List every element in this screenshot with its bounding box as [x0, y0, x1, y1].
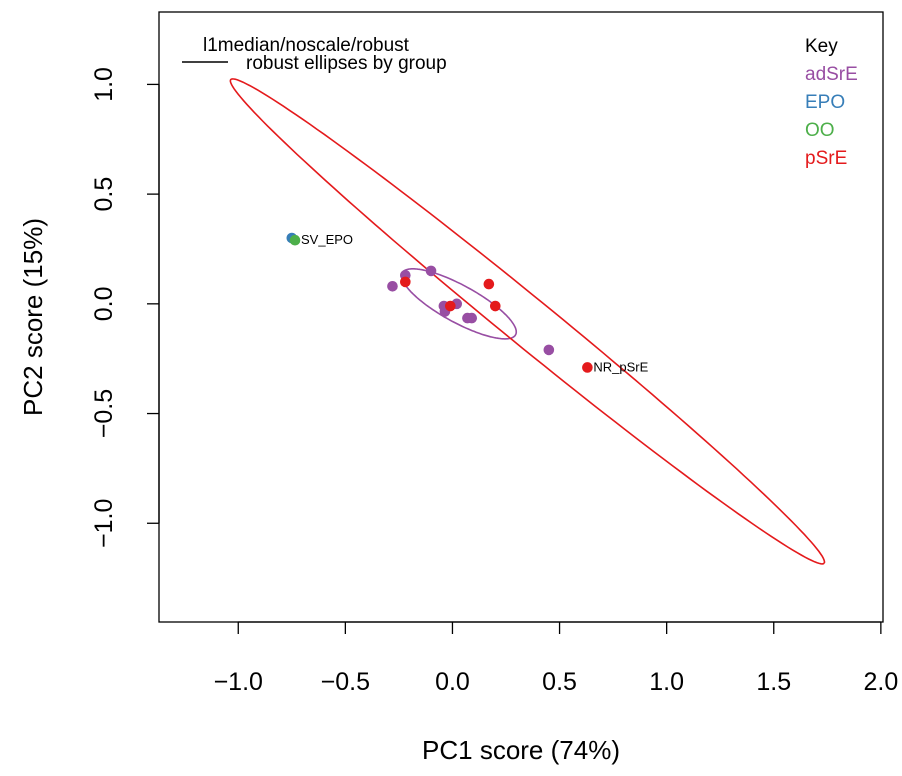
legend-entry-adsre: adSrE — [805, 64, 858, 85]
point-psre — [489, 300, 501, 312]
x-tick-label: −0.5 — [321, 668, 370, 696]
x-axis-title: PC1 score (74%) — [422, 735, 620, 765]
y-tick-label: −1.0 — [90, 499, 118, 548]
point-adsre — [466, 312, 478, 324]
point-label-nr-psre: NR_pSrE — [593, 359, 648, 374]
x-tick-label: 2.0 — [863, 668, 898, 696]
ellipses-layer — [229, 78, 826, 565]
point-labels-layer: SV_EPO NR_pSrE — [301, 232, 649, 374]
point-adsre — [543, 344, 555, 356]
method-annotation-line2: robust ellipses by group — [246, 53, 447, 74]
y-axis: −1.0 −0.5 0.0 0.5 1.0 — [90, 67, 160, 548]
point-oo — [289, 234, 301, 246]
y-tick-label: −0.5 — [90, 389, 118, 438]
point-adsre — [425, 265, 437, 277]
legend-entries: adSrE EPO OO pSrE — [805, 64, 858, 169]
x-axis: −1.0 −0.5 0.0 0.5 1.0 1.5 2.0 — [214, 621, 898, 696]
legend-entry-epo: EPO — [805, 92, 845, 113]
point-psre — [400, 276, 411, 288]
x-tick-label: 1.5 — [756, 668, 791, 696]
point-label-sv-epo: SV_EPO — [301, 232, 353, 247]
y-tick-label: 1.0 — [90, 67, 118, 102]
x-tick-label: 1.0 — [649, 668, 684, 696]
y-tick-label: 0.5 — [90, 177, 118, 212]
legend: Key adSrE EPO OO pSrE — [805, 36, 858, 169]
x-tick-label: 0.5 — [542, 668, 577, 696]
legend-entry-psre: pSrE — [805, 148, 847, 169]
point-psre — [582, 362, 593, 373]
y-axis-title: PC2 score (15%) — [18, 218, 48, 416]
point-adsre — [387, 280, 398, 292]
x-tick-label: 0.0 — [435, 668, 470, 696]
legend-entry-oo: OO — [805, 120, 835, 141]
x-tick-label: −1.0 — [214, 668, 263, 696]
legend-title: Key — [805, 36, 838, 57]
point-psre — [445, 300, 456, 312]
point-psre — [483, 278, 495, 290]
method-annotation-line1: l1median/noscale/robust — [203, 35, 410, 56]
y-tick-label: 0.0 — [90, 286, 118, 321]
points-layer — [286, 232, 593, 373]
ellipse-psre — [229, 78, 826, 565]
plot-frame — [158, 11, 884, 623]
